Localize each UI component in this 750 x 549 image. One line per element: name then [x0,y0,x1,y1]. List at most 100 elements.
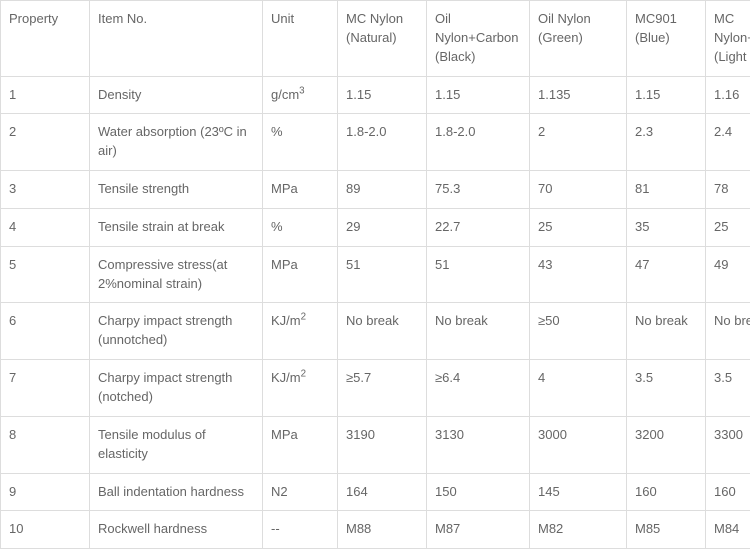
cell-oil_green: 3000 [530,416,627,473]
cell-unit: N2 [263,473,338,511]
cell-oil_carbon: 1.15 [427,76,530,114]
cell-oil_green: 25 [530,208,627,246]
cell-mc_natural: No break [338,303,427,360]
nylon-properties-table: PropertyItem No.UnitMC Nylon (Natural)Oi… [0,0,750,549]
cell-mc_natural: 3190 [338,416,427,473]
cell-oil_green: 2 [530,114,627,171]
cell-unit: -- [263,511,338,549]
cell-mso2: No break [706,303,750,360]
cell-property: 4 [1,208,90,246]
cell-oil_green: 1.135 [530,76,627,114]
cell-item: Tensile strength [90,171,263,209]
table-row: 4Tensile strain at break%2922.7253525 [1,208,750,246]
cell-unit: MPa [263,246,338,303]
cell-mc_natural: 89 [338,171,427,209]
cell-unit: KJ/m2 [263,303,338,360]
cell-mc901: 2.3 [627,114,706,171]
cell-item: Ball indentation hardness [90,473,263,511]
cell-oil_carbon: 150 [427,473,530,511]
cell-oil_carbon: 75.3 [427,171,530,209]
cell-unit: % [263,208,338,246]
cell-mso2: 3300 [706,416,750,473]
cell-mso2: M84 [706,511,750,549]
cell-property: 8 [1,416,90,473]
cell-property: 3 [1,171,90,209]
cell-oil_carbon: 1.8-2.0 [427,114,530,171]
cell-oil_carbon: 51 [427,246,530,303]
cell-property: 5 [1,246,90,303]
cell-property: 2 [1,114,90,171]
cell-oil_green: 145 [530,473,627,511]
cell-mc_natural: 1.8-2.0 [338,114,427,171]
cell-mso2: 160 [706,473,750,511]
cell-unit: MPa [263,416,338,473]
cell-property: 10 [1,511,90,549]
cell-unit: % [263,114,338,171]
cell-item: Tensile modulus of elasticity [90,416,263,473]
cell-oil_carbon: 22.7 [427,208,530,246]
cell-oil_carbon: ≥6.4 [427,360,530,417]
column-header-property: Property [1,1,90,77]
cell-mso2: 25 [706,208,750,246]
cell-item: Water absorption (23ºC in air) [90,114,263,171]
cell-oil_green: 43 [530,246,627,303]
table-row: 10Rockwell hardness--M88M87M82M85M84 [1,511,750,549]
table-row: 9Ball indentation hardnessN2164150145160… [1,473,750,511]
cell-mc901: No break [627,303,706,360]
cell-mc_natural: 164 [338,473,427,511]
column-header-unit: Unit [263,1,338,77]
cell-mc901: 1.15 [627,76,706,114]
cell-mso2: 2.4 [706,114,750,171]
table-row: 6Charpy impact strength (unnotched)KJ/m2… [1,303,750,360]
cell-oil_green: M82 [530,511,627,549]
cell-property: 1 [1,76,90,114]
table-row: 3Tensile strengthMPa8975.37081 78 [1,171,750,209]
cell-unit: KJ/m2 [263,360,338,417]
cell-property: 9 [1,473,90,511]
cell-property: 7 [1,360,90,417]
cell-mc901: 3200 [627,416,706,473]
table-row: 7Charpy impact strength (notched)KJ/m2≥5… [1,360,750,417]
column-header-mso2: MC Nylon+MSO2 (Light black) [706,1,750,77]
cell-mc901: 160 [627,473,706,511]
cell-mc901: 81 [627,171,706,209]
cell-mc901: 3.5 [627,360,706,417]
table-body: 1Densityg/cm31.151.151.135 1.151.162 Wat… [1,76,750,549]
cell-oil_green: 4 [530,360,627,417]
column-header-oil_carbon: Oil Nylon+Carbon (Black) [427,1,530,77]
cell-mc_natural: 29 [338,208,427,246]
cell-oil_green: ≥50 [530,303,627,360]
cell-mso2: 1.16 [706,76,750,114]
table-row: 8Tensile modulus of elasticityMPa3190313… [1,416,750,473]
cell-item: Rockwell hardness [90,511,263,549]
table-row: 5Compressive stress(at 2%nominal strain)… [1,246,750,303]
cell-oil_carbon: 3130 [427,416,530,473]
cell-unit: g/cm3 [263,76,338,114]
cell-oil_green: 70 [530,171,627,209]
column-header-mc_natural: MC Nylon (Natural) [338,1,427,77]
table-row: 2 Water absorption (23ºC in air)%1.8-2.0… [1,114,750,171]
column-header-oil_green: Oil Nylon (Green) [530,1,627,77]
cell-item: Charpy impact strength (unnotched) [90,303,263,360]
cell-mc901: 47 [627,246,706,303]
cell-item: Tensile strain at break [90,208,263,246]
cell-item: Charpy impact strength (notched) [90,360,263,417]
cell-mso2: 3.5 [706,360,750,417]
cell-mso2: 49 [706,246,750,303]
cell-property: 6 [1,303,90,360]
cell-oil_carbon: No break [427,303,530,360]
column-header-item: Item No. [90,1,263,77]
cell-mc901: 35 [627,208,706,246]
column-header-mc901: MC901 (Blue) [627,1,706,77]
table-header: PropertyItem No.UnitMC Nylon (Natural)Oi… [1,1,750,77]
cell-oil_carbon: M87 [427,511,530,549]
cell-item: Compressive stress(at 2%nominal strain) [90,246,263,303]
cell-item: Density [90,76,263,114]
cell-mc_natural: M88 [338,511,427,549]
table-row: 1Densityg/cm31.151.151.135 1.151.16 [1,76,750,114]
cell-mc901: M85 [627,511,706,549]
cell-mso2: 78 [706,171,750,209]
cell-mc_natural: 1.15 [338,76,427,114]
cell-unit: MPa [263,171,338,209]
cell-mc_natural: ≥5.7 [338,360,427,417]
